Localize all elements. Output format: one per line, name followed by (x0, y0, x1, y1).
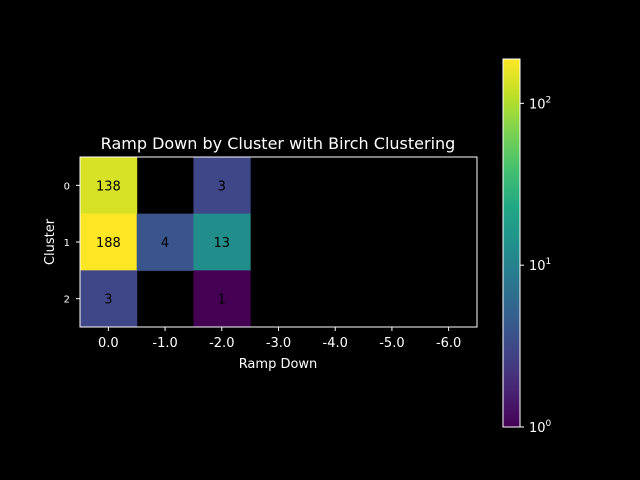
y-axis-label: Cluster (43, 218, 58, 265)
heatmap-cell (193, 157, 251, 215)
cell-value-label: 4 (161, 236, 169, 251)
heatmap-cell (193, 213, 251, 271)
y-tick-label: 0 (64, 181, 70, 192)
cell-value-label: 188 (96, 236, 121, 251)
heatmap-cell (193, 270, 251, 328)
x-tick-label: -5.0 (379, 336, 404, 351)
heatmap-cell (80, 270, 138, 328)
x-tick-label: -4.0 (323, 336, 348, 351)
colorbar-tick-label: 100 (529, 419, 552, 436)
y-tick-label: 2 (64, 295, 70, 306)
x-tick-label: 0.0 (98, 336, 119, 351)
colorbar-ticks: 100 101 102 (520, 95, 552, 436)
colorbar-tick-label: 102 (529, 95, 551, 112)
colorbar-tick-label: 101 (529, 257, 551, 274)
x-axis-label: Ramp Down (239, 357, 318, 372)
x-tick-label: -1.0 (152, 336, 177, 351)
colorbar: 100 101 102 (502, 58, 552, 436)
cell-value-label: 3 (218, 179, 226, 194)
heatmap-cell (80, 213, 138, 271)
chart-title: Ramp Down by Cluster with Birch Clusteri… (101, 134, 456, 153)
x-axis: 0.0 -1.0 -2.0 -3.0 -4.0 -5.0 -6.0 (98, 327, 461, 351)
cell-value-label: 1 (218, 293, 226, 308)
cell-value-label: 3 (104, 293, 112, 308)
y-axis: 0 1 2 (64, 181, 80, 306)
heatmap-cell (136, 213, 194, 271)
heatmap-cell (80, 157, 138, 215)
x-tick-label: -3.0 (266, 336, 291, 351)
x-tick-label: -2.0 (209, 336, 234, 351)
x-tick-label: -6.0 (436, 336, 461, 351)
cell-value-label: 13 (214, 236, 231, 251)
cell-value-label: 138 (96, 179, 121, 194)
heatmap-cells: 138 3 188 4 13 3 1 (80, 157, 251, 328)
colorbar-frame (502, 58, 521, 428)
y-tick-label: 1 (64, 238, 70, 249)
colorbar-gradient (503, 59, 520, 427)
